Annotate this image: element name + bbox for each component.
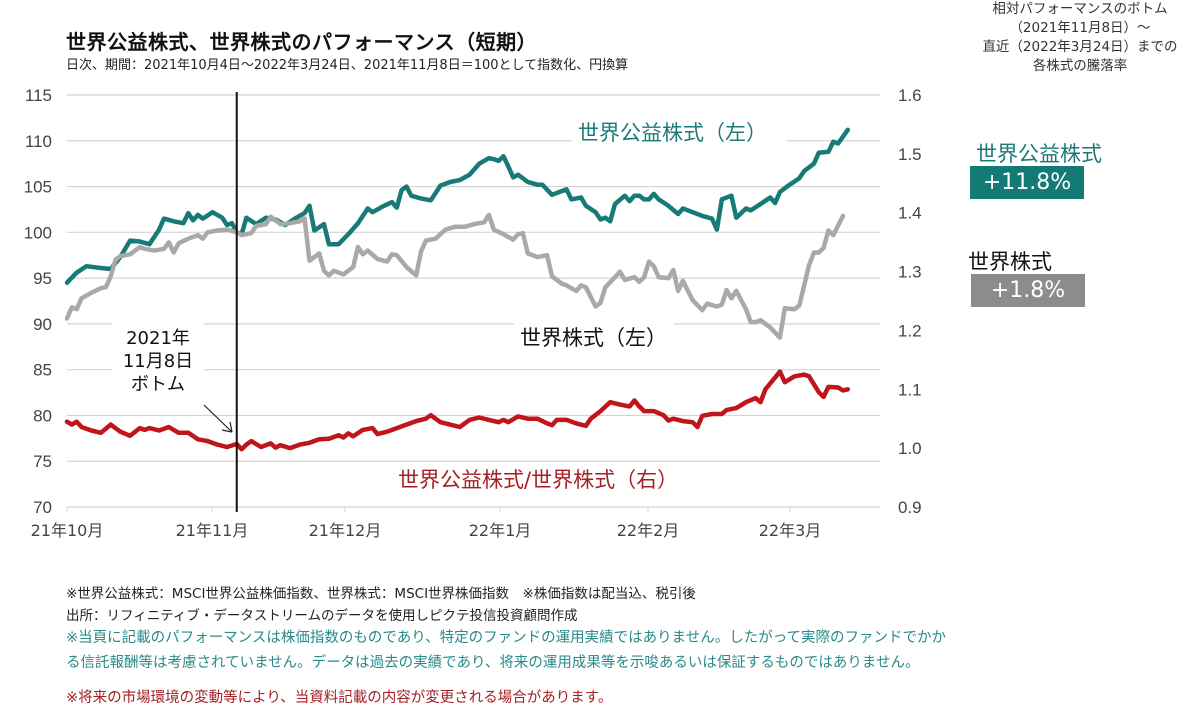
footnote-disclaimer-2: る信託報酬等は考慮されていません。データは過去の実績であり、将来の運用成果等を示… [66,655,920,671]
utility-stocks-return-badge: +11.8% [970,166,1084,199]
series-line-0 [64,127,851,285]
right-tick-label: 1.1 [898,380,922,399]
left-tick-label: 100 [24,223,52,242]
left-tick-label: 95 [33,269,52,288]
series-label: 世界公益株式（左） [578,121,767,145]
left-tick-label: 70 [33,498,52,517]
left-tick-label: 105 [24,178,52,197]
utility-stocks-label: 世界公益株式 [976,142,1102,166]
chart-subtitle: 日次、期間：2021年10月4日～2022年3月24日、2021年11月8日＝1… [66,58,629,73]
side-panel-heading: 相対パフォーマンスのボトム （2021年11月8日）～ 直近（2022年3月24… [960,0,1200,76]
bottom-label-bg [112,318,204,402]
series-label-bg [392,463,732,495]
x-tick-label: 22年2月 [617,521,680,540]
footnote-disclaimer-1: ※当頁に記載のパフォーマンスは株価指数のものであり、特定のファンドの運用実績では… [66,630,946,646]
arrow-icon [203,404,233,433]
series-lines [64,127,851,452]
side-heading-line: 相対パフォーマンスのボトム [992,1,1168,17]
series-line-1 [64,212,846,340]
series-label: 世界公益株式/世界株式（右） [398,468,678,492]
bottom-label-line: ボトム [131,374,185,395]
bottom-label-line: 2021年 [126,328,190,349]
left-tick-label: 90 [33,315,52,334]
left-tick-label: 115 [25,86,52,105]
x-tick-label: 21年12月 [309,521,382,540]
right-tick-label: 1.6 [898,86,922,105]
left-tick-label: 85 [33,361,52,380]
arrow-head-icon [221,421,233,433]
right-tick-label: 1.4 [898,204,922,223]
world-stocks-label: 世界株式 [968,250,1052,274]
left-tick-label: 80 [33,406,52,425]
series-label-bg [514,321,674,353]
right-tick-label: 1.2 [898,321,922,340]
series-labels: 世界公益株式（左） 世界株式（左） 世界公益株式/世界株式（右） [392,116,787,495]
series-label-bg [572,116,787,148]
right-tick-label: 1.3 [898,263,922,282]
world-stocks-return-badge: +1.8% [971,274,1085,307]
right-tick-label: 0.9 [898,498,922,517]
x-tick-label: 22年3月 [759,521,822,540]
right-tick-label: 1.0 [898,439,922,458]
left-tick-label: 110 [25,132,52,151]
right-axis-ticks: 0.9 1.0 1.1 1.2 1.3 1.4 1.5 1.6 [898,86,922,517]
footnote-indices: ※世界公益株式：MSCI世界公益株価指数、世界株式：MSCI世界株価指数 ※株価… [66,586,696,602]
footnote-source: 出所：リフィニティブ・データストリームのデータを使用しピクテ投信投資顧問作成 [66,608,578,624]
series-label: 世界株式（左） [520,326,667,350]
right-tick-label: 1.5 [898,145,922,164]
side-heading-line: 直近（2022年3月24日）までの [982,39,1178,55]
x-tick-label: 21年11月 [176,521,249,540]
side-heading-line: 各株式の騰落率 [1032,58,1128,74]
footnote-change-notice: ※将来の市場環境の変動等により、当資料記載の内容が変更される場合があります。 [66,690,613,706]
bottom-label-line: 11月8日 [123,351,193,372]
chart-title: 世界公益株式、世界株式のパフォーマンス（短期） [66,30,538,54]
x-tick-label: 21年10月 [31,521,104,540]
side-heading-line: （2021年11月8日）～ [1009,20,1151,36]
series-line-2 [64,369,851,452]
left-axis-ticks: 70 75 80 85 90 95 100 105 110 115 [24,86,52,517]
gridlines [67,94,880,508]
x-axis-ticks: 21年10月 21年11月 21年12月 22年1月 22年2月 22年3月 [31,507,822,540]
left-tick-label: 75 [33,452,52,471]
x-tick-label: 22年1月 [469,521,532,540]
